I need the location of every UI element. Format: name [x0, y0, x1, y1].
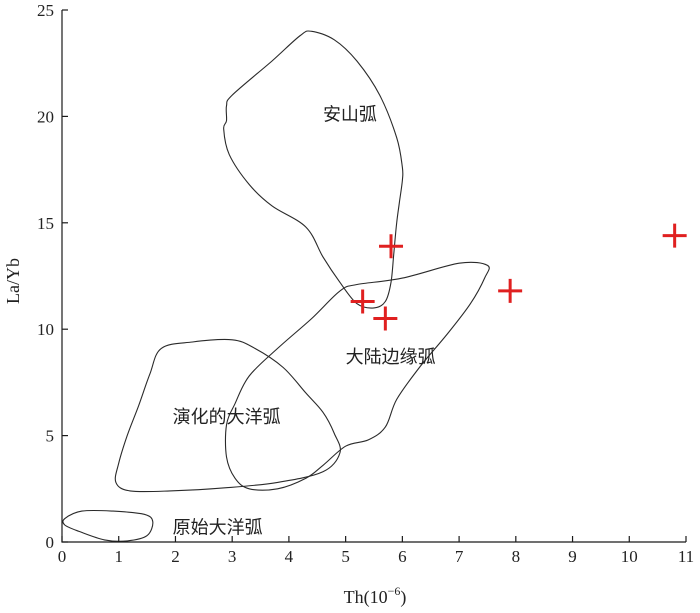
region-outline — [114, 338, 341, 493]
x-tick-label: 3 — [228, 547, 237, 566]
y-tick-label: 15 — [37, 214, 54, 233]
x-tick-label: 4 — [285, 547, 294, 566]
region-label: 演化的大洋弧 — [173, 407, 281, 428]
x-tick-label: 8 — [512, 547, 521, 566]
region-outline — [223, 30, 404, 309]
axes: 0 1 2 3 4 5 6 7 8 9 10 11 0 5 10 15 20 25 — [37, 1, 694, 566]
y-tick-label: 25 — [37, 1, 54, 20]
region-outline — [62, 509, 154, 542]
x-tick-label: 5 — [341, 547, 350, 566]
y-tick-label: 0 — [46, 533, 55, 552]
data-point-marker — [379, 234, 404, 259]
x-tick-label: 10 — [621, 547, 638, 566]
region-outline — [224, 261, 490, 491]
x-axis-title: Th(10−6) — [344, 584, 407, 608]
x-tick-label: 2 — [171, 547, 180, 566]
region-label: 原始大洋弧 — [173, 517, 263, 538]
axis-lines — [61, 10, 686, 543]
data-points — [350, 223, 687, 331]
data-point-marker — [373, 306, 398, 331]
x-tick-label: 0 — [58, 547, 67, 566]
x-tick-label: 11 — [678, 547, 694, 566]
data-point-marker — [350, 289, 375, 314]
data-point-marker — [498, 278, 523, 303]
x-tick-label: 6 — [398, 547, 407, 566]
y-tick-label: 20 — [37, 107, 54, 126]
x-tick-label: 7 — [455, 547, 464, 566]
x-tick-label: 1 — [114, 547, 123, 566]
data-point-marker — [662, 223, 687, 248]
region-label: 大陆边缘弧 — [346, 347, 436, 368]
region-label: 安山弧 — [323, 105, 377, 126]
y-tick-label: 10 — [37, 320, 54, 339]
x-tick-label: 9 — [568, 547, 577, 566]
y-tick-label: 5 — [46, 427, 55, 446]
y-axis-title: La/Yb — [3, 258, 23, 304]
